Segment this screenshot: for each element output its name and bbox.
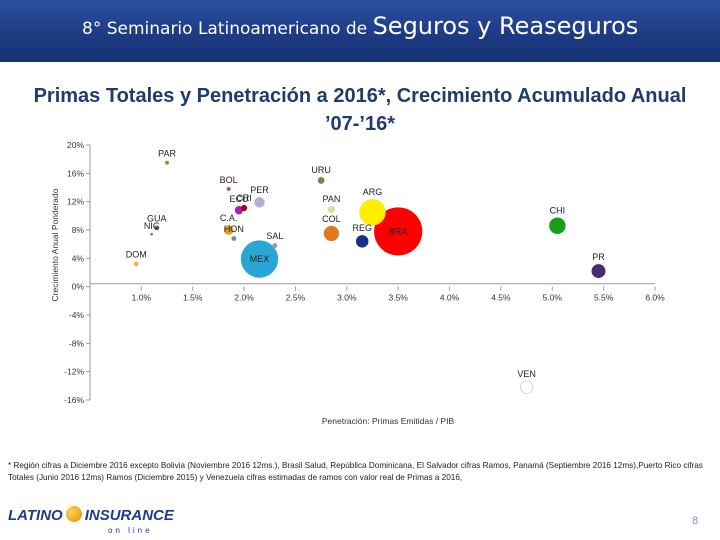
bubble-labels: BRA MEX ARG CHI COL PR REG VEN PER C.A. ECU PAN URU C… (126, 149, 606, 379)
bubble-label-hon: HON (224, 224, 244, 234)
bubble-cri (240, 204, 248, 212)
y-tick-label: 20% (67, 140, 84, 150)
bubble-label-pr: PR (592, 252, 605, 262)
y-tick-label: 4% (72, 253, 85, 263)
bubble-label-reg: REG (352, 223, 372, 233)
bubble-label-ecu: ECU (229, 194, 248, 204)
y-tick-label: 16% (67, 168, 84, 178)
x-tick-label: 4.0% (440, 293, 460, 303)
y-axis-label: Crecimiento Anual Ponderado (50, 188, 60, 301)
seminar-title: 8° Seminario Latinoamericano de Seguros … (82, 12, 638, 40)
bubble-par (165, 160, 170, 165)
bubble-pr (591, 264, 606, 279)
bubble-label-uru: URU (311, 165, 331, 175)
x-tick-label: 2.0% (234, 293, 254, 303)
y-tick-label: -8% (69, 338, 85, 348)
y-tick-label: 12% (67, 197, 84, 207)
x-tick-label: 3.5% (388, 293, 408, 303)
bubble-label-per: PER (250, 185, 269, 195)
bubble-hon (231, 236, 237, 241)
bubble-gua (154, 225, 160, 231)
bubble-chi (549, 217, 566, 234)
x-tick-label: 5.5% (594, 293, 614, 303)
seminar-title-part2: Seguros y Reaseguros (372, 12, 639, 40)
x-tick-label: 1.5% (183, 293, 203, 303)
bubble-label-chi: CHI (550, 206, 566, 216)
x-axis-label: Penetración: Primas Emitidas / PIB (322, 416, 455, 426)
logo-insurance-text: INSURANCE (84, 507, 174, 524)
x-tick-label: 4.5% (491, 293, 511, 303)
axis-ticks: 20% 16% 12% 8% 4% 0% -4% -8% -12% -16% 1.0% 1.5% 2.0… (64, 140, 665, 405)
bubble-label-par: PAR (158, 149, 176, 159)
bubble-dom (133, 261, 139, 267)
latino-insurance-logo: LATINO INSURANCE on line (8, 506, 174, 538)
logo-latino-text: LATINO (8, 507, 63, 524)
bubble-label-col: COL (322, 214, 341, 224)
bubble-label-mex: MEX (250, 254, 270, 264)
footnote: * Región cifras a Diciembre 2016 excepto… (8, 461, 703, 482)
bubble-label-ca: C.A. (220, 213, 238, 223)
y-tick-label: -4% (69, 310, 85, 320)
bubble-ca (223, 225, 234, 235)
bubble-ven (520, 380, 534, 394)
bubble-label-sal: SAL (266, 231, 283, 241)
bubble-arg (359, 199, 386, 226)
logo-subtitle: on line (108, 526, 153, 535)
seminar-title-part1: 8° Seminario Latinoamericano de (82, 19, 373, 39)
bubble-mex (240, 240, 279, 278)
bubble-label-bra: BRA (389, 226, 408, 236)
header-banner: 8° Seminario Latinoamericano de Seguros … (0, 0, 720, 62)
bubble-label-ven: VEN (517, 369, 536, 379)
x-tick-label: 3.0% (337, 293, 357, 303)
bubble-label-dom: DOM (126, 250, 147, 260)
y-tick-label: -12% (64, 367, 84, 377)
bubble-label-gua: GUA (147, 213, 167, 223)
bubble-nic (150, 232, 154, 236)
y-tick-label: 0% (72, 282, 85, 292)
bubble-uru (317, 177, 325, 184)
bubble-label-nic: NIC (144, 221, 160, 231)
bubble-per (254, 197, 265, 208)
bubble-reg (356, 235, 369, 248)
x-tick-label: 5.0% (543, 293, 563, 303)
x-tick-label: 6.0% (645, 293, 665, 303)
x-tick-label: 2.5% (286, 293, 306, 303)
bubble-sal (272, 243, 278, 248)
bubble-label-arg: ARG (363, 187, 383, 197)
bubble-label-cri: CRI (236, 193, 252, 203)
x-tick-label: 1.0% (132, 293, 152, 303)
bubble-pan (327, 205, 336, 214)
y-tick-label: -16% (64, 395, 84, 405)
bubble-label-bol: BOL (220, 175, 238, 185)
bubble-bra (374, 207, 423, 256)
bubble-bol (226, 186, 231, 191)
globe-icon (65, 506, 82, 522)
bubble-label-pan: PAN (322, 194, 340, 204)
y-tick-label: 8% (72, 225, 85, 235)
page-number: 8 (692, 515, 699, 527)
bubbles (133, 160, 606, 394)
slide-title: Primas Totales y Penetración a 2016*, Cr… (33, 85, 687, 135)
bubble-col (323, 225, 340, 242)
